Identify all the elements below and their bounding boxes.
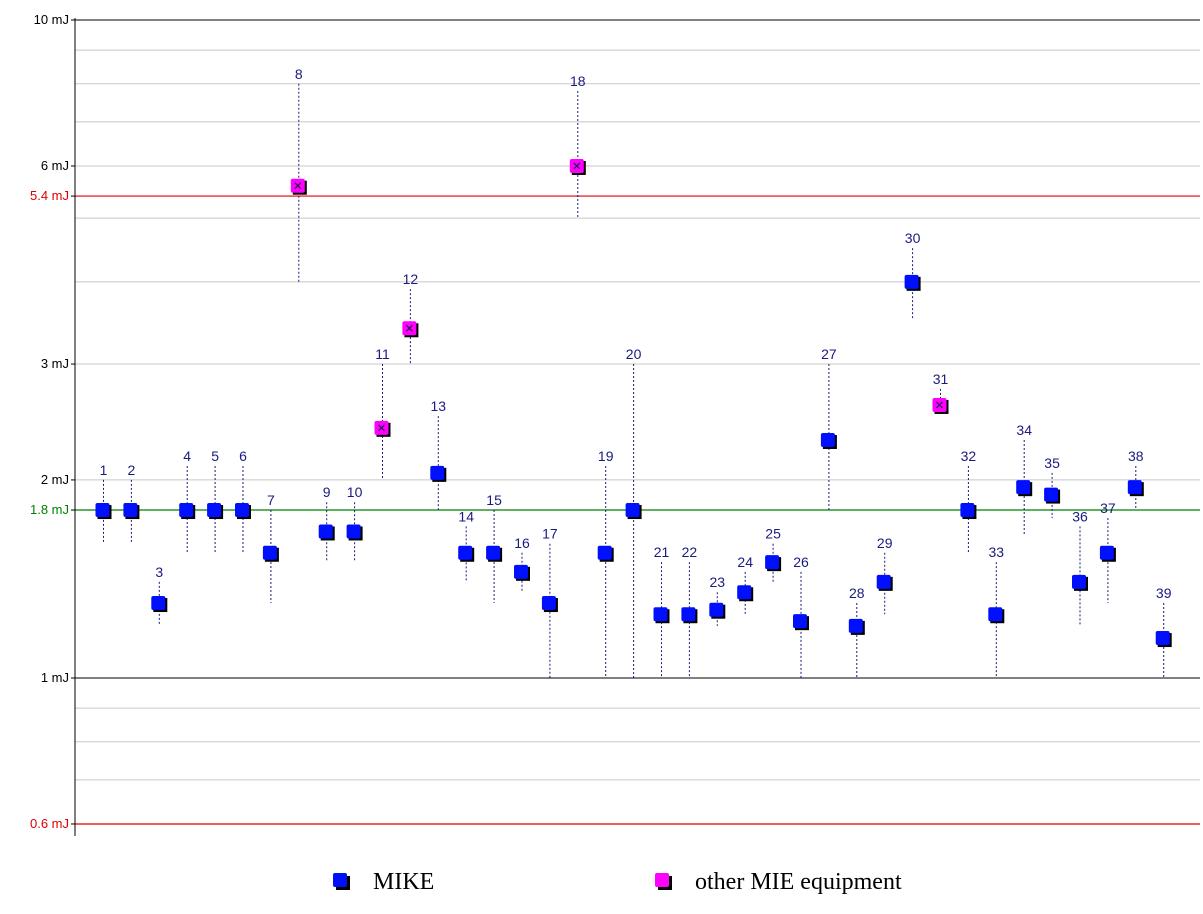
data-point-marker: [1016, 480, 1031, 495]
data-point-label: 10: [347, 484, 363, 500]
cross-icon: [294, 182, 302, 190]
data-point-marker: [95, 503, 110, 518]
y-axis: 5.4 mJ 1.8 mJ 0.6 mJ 10 mJ 6 mJ 3 mJ 2 mJ 1 mJ: [30, 12, 76, 836]
data-point-label: 29: [877, 535, 893, 551]
y-tick-label: 6 mJ: [41, 158, 69, 173]
mike-swatch-icon: [333, 873, 351, 891]
data-point-marker: [235, 503, 249, 518]
data-point-marker: [848, 618, 863, 633]
data-point-label: 23: [710, 574, 726, 590]
data-point-marker: [988, 607, 1003, 622]
data-point-label: 15: [486, 492, 502, 508]
y-tick-label: 1 mJ: [41, 670, 69, 685]
data-point-label: 4: [183, 448, 191, 464]
data-point-label: 7: [267, 492, 275, 508]
data-point-marker: [541, 596, 556, 611]
data-point-marker: [765, 555, 780, 570]
data-point-label: 1: [100, 462, 108, 478]
data-point-label: 13: [431, 398, 447, 414]
data-point-marker: [514, 564, 528, 579]
data-point-marker: [625, 503, 640, 518]
data-point-marker: [179, 503, 194, 518]
data-point-marker: [207, 503, 222, 518]
grid-lines: [75, 19, 1200, 825]
data-point-label: 9: [323, 484, 331, 500]
legend-label-mike: MIKE: [373, 868, 435, 895]
y-tick-label: 3 mJ: [41, 356, 69, 371]
data-point-label: 3: [155, 564, 163, 580]
cross-icon: [378, 424, 385, 432]
data-point-marker: [681, 607, 696, 622]
data-point-label: 5: [211, 448, 219, 464]
data-point-marker: [960, 503, 975, 518]
y-tick-label: 2 mJ: [41, 472, 69, 487]
data-point-marker: [486, 545, 501, 560]
data-point-label: 34: [1016, 422, 1032, 438]
data-point-label: 36: [1072, 508, 1088, 524]
reference-line-label: 5.4 mJ: [30, 188, 69, 203]
data-point-label: 30: [905, 230, 921, 246]
data-markers: [95, 158, 1172, 648]
error-bars: [103, 83, 1165, 678]
data-point-marker: [653, 607, 668, 622]
data-point-label: 2: [128, 462, 136, 478]
data-point-marker: [430, 465, 445, 480]
data-point-marker: [1099, 545, 1114, 560]
data-point-marker: [262, 545, 277, 560]
data-point-marker: [1072, 574, 1086, 589]
data-point-label: 22: [682, 544, 698, 560]
data-point-label: 18: [570, 73, 586, 89]
data-point-label: 17: [542, 526, 558, 542]
data-point-label: 25: [765, 526, 781, 542]
data-point-label: 39: [1156, 585, 1172, 601]
cross-icon: [405, 324, 413, 332]
data-point-marker: [458, 545, 473, 560]
data-point-label: 11: [375, 346, 390, 362]
data-point-label: 21: [654, 544, 670, 560]
other-mie-swatch-icon: [655, 873, 673, 891]
data-point-marker: [820, 432, 835, 447]
data-point-label: 14: [458, 508, 474, 524]
data-point-marker: [1127, 480, 1142, 495]
data-point-label: 24: [737, 554, 753, 570]
data-point-label: 32: [961, 448, 977, 464]
reference-line-label: 0.6 mJ: [30, 816, 69, 831]
legend-item-mike: MIKE: [333, 862, 434, 902]
data-point-marker: [1044, 487, 1059, 502]
data-point-marker: [597, 545, 612, 560]
data-point-marker: [737, 585, 752, 600]
data-point-marker: [318, 524, 333, 539]
data-point-label: 35: [1044, 455, 1060, 471]
y-tick-label: 10 mJ: [34, 12, 69, 27]
data-point-marker: [793, 614, 807, 629]
data-point-label: 12: [403, 271, 419, 287]
data-point-label: 37: [1100, 500, 1116, 516]
data-point-marker: [1155, 631, 1170, 646]
data-point-label: 19: [598, 448, 614, 464]
data-point-marker: [123, 503, 138, 518]
reference-line-label: 1.8 mJ: [30, 502, 69, 517]
data-point-label: 6: [239, 448, 247, 464]
data-point-marker: [876, 574, 891, 589]
legend-label-other-mie: other MIE equipment: [695, 868, 902, 895]
data-point-label: 26: [793, 554, 809, 570]
cross-icon: [573, 162, 581, 170]
data-point-marker: [709, 602, 724, 617]
data-point-marker: [904, 274, 919, 289]
data-point-label: 16: [514, 535, 530, 551]
data-point-label: 31: [933, 371, 949, 387]
cross-icon: [936, 401, 943, 409]
legend-item-other-mie: other MIE equipment: [655, 862, 902, 902]
data-point-label: 33: [989, 544, 1005, 560]
data-point-label: 28: [849, 585, 865, 601]
data-point-label: 38: [1128, 448, 1144, 464]
data-point-label: 27: [821, 346, 837, 362]
data-point-marker: [151, 596, 166, 611]
data-point-marker: [346, 524, 361, 539]
data-point-label: 8: [295, 66, 303, 82]
data-point-label: 20: [626, 346, 642, 362]
